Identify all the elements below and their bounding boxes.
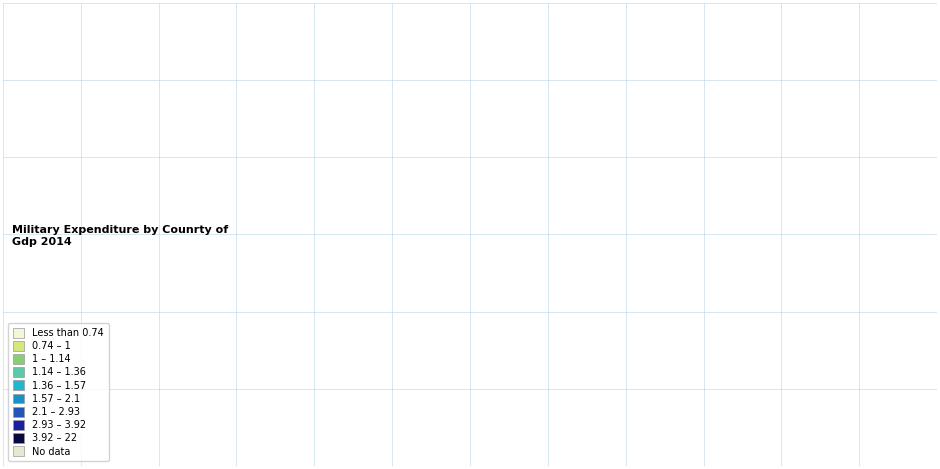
Legend: Less than 0.74, 0.74 – 1, 1 – 1.14, 1.14 – 1.36, 1.36 – 1.57, 1.57 – 2.1, 2.1 – : Less than 0.74, 0.74 – 1, 1 – 1.14, 1.14… xyxy=(8,323,108,461)
Text: Military Expenditure by Counrty of
Gdp 2014: Military Expenditure by Counrty of Gdp 2… xyxy=(12,225,228,247)
